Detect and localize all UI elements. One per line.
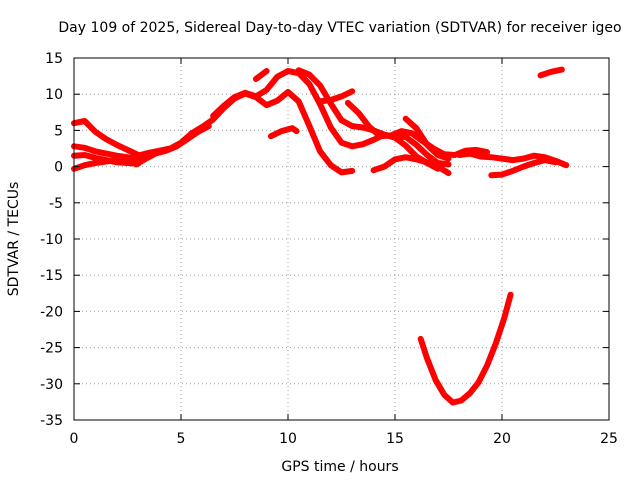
y-tick-label: 0 bbox=[54, 160, 63, 176]
axis-ticks: 0 5 10 15 20 25 15 10 5 0 -5 -10 -15 -20 -25 -30 -35 bbox=[40, 51, 618, 447]
y-tick-label: -15 bbox=[40, 268, 63, 284]
x-axis-label: GPS time / hours bbox=[281, 459, 398, 475]
y-tick-label: -25 bbox=[40, 341, 63, 357]
series-track-7 bbox=[210, 68, 441, 172]
y-tick-label: -5 bbox=[49, 196, 63, 212]
series-track-11 bbox=[370, 154, 452, 177]
series-track-18 bbox=[417, 291, 514, 406]
y-axis-label: SDTVAR / TECUs bbox=[6, 182, 22, 297]
series-track-12 bbox=[402, 115, 452, 162]
y-tick-label: 5 bbox=[54, 123, 63, 139]
data-series bbox=[71, 66, 570, 406]
x-tick-label: 15 bbox=[386, 431, 404, 447]
chart-title: Day 109 of 2025, Sidereal Day-to-day VTE… bbox=[58, 20, 621, 36]
x-tick-label: 25 bbox=[600, 431, 618, 447]
x-tick-label: 5 bbox=[177, 431, 186, 447]
series-track-9 bbox=[317, 88, 356, 105]
y-tick-label: -20 bbox=[40, 304, 63, 320]
x-tick-label: 20 bbox=[493, 431, 511, 447]
series-track-15 bbox=[537, 66, 565, 79]
grid bbox=[74, 58, 609, 420]
x-tick-label: 0 bbox=[70, 431, 79, 447]
y-tick-label: -30 bbox=[40, 377, 63, 393]
series-track-4 bbox=[71, 154, 142, 172]
y-tick-label: -10 bbox=[40, 232, 63, 248]
y-tick-label: 10 bbox=[45, 87, 63, 103]
y-tick-label: -35 bbox=[40, 413, 63, 429]
series-track-17 bbox=[252, 68, 270, 82]
series-track-1 bbox=[71, 118, 142, 158]
series-track-16 bbox=[267, 125, 300, 140]
y-tick-label: 15 bbox=[45, 51, 63, 67]
x-tick-label: 10 bbox=[279, 431, 297, 447]
series-track-14 bbox=[488, 157, 559, 179]
